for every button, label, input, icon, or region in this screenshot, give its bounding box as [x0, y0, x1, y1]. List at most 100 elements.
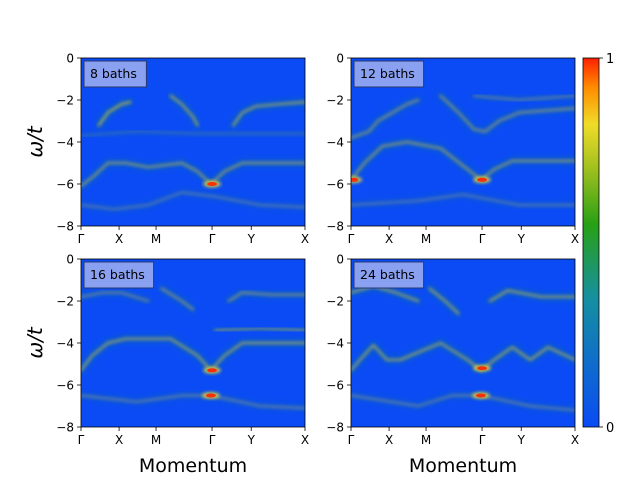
heatmap-bands: [351, 92, 575, 209]
y-tick-label: −8: [326, 220, 344, 234]
band-line-3: [473, 94, 575, 102]
band-line-2: [428, 287, 460, 315]
band-line-4: [214, 327, 305, 332]
y-tick-label: −2: [326, 295, 344, 309]
y-tick-label: −6: [56, 178, 74, 192]
x-tick-label: X: [385, 232, 393, 246]
x-tick-label: Y: [517, 433, 526, 447]
x-tick-label: M: [421, 433, 431, 447]
band-line-5: [81, 130, 305, 137]
band-line-5: [81, 394, 305, 410]
band-line-3: [488, 289, 575, 303]
y-tick-label: −6: [326, 178, 344, 192]
y-tick-label: −6: [56, 379, 74, 393]
colorbar-gradient: [582, 57, 600, 428]
x-tick-label: X: [571, 232, 579, 246]
panel-label: 8 baths: [83, 60, 147, 88]
y-tick-label: −4: [56, 136, 74, 150]
panel-label: 16 baths: [83, 261, 155, 289]
x-tick-label: Y: [247, 232, 256, 246]
x-tick-label: X: [385, 433, 393, 447]
y-tick-label: −2: [326, 94, 344, 108]
band-line-0: [81, 337, 305, 372]
band-line-2: [160, 287, 195, 311]
x-tick-label: X: [301, 433, 309, 447]
y-tick-label: −2: [56, 94, 74, 108]
band-line-3: [227, 291, 305, 303]
x-tick-label: Γ: [348, 433, 355, 447]
x-tick-label: Γ: [209, 433, 216, 447]
panel-label-box: [83, 261, 155, 289]
peak-core-1: [475, 393, 486, 398]
band-line-1: [351, 285, 420, 303]
peak-core-0: [207, 182, 218, 186]
band-line-0: [351, 341, 575, 372]
y-tick-label: −4: [326, 136, 344, 150]
band-line-4: [351, 193, 575, 207]
y-tick-label: −4: [326, 337, 344, 351]
y-tick-label: −8: [56, 421, 74, 435]
panel-label-text: 24 baths: [360, 267, 415, 282]
y-tick-label: 0: [66, 52, 74, 66]
panel-24-baths: Γ X M Γ Y X 0 −2 −4 −6 −8 24 baths: [326, 253, 579, 448]
y-tick-label: 0: [336, 253, 344, 267]
y-tick-label: 0: [336, 52, 344, 66]
band-line-4: [81, 191, 305, 211]
panel-8-baths: Γ X M Γ Y X 0 −2 −4 −6 −8 8 baths: [56, 52, 309, 247]
panel-16-baths: Γ X M Γ Y X 0 −2 −4 −6 −8 16 baths: [56, 253, 309, 448]
peak-core-0: [207, 368, 218, 373]
panel-label-text: 12 baths: [360, 66, 415, 81]
x-tick-label: Γ: [479, 232, 486, 246]
x-tick-label: Γ: [78, 232, 85, 246]
y-tick-label: −8: [326, 421, 344, 435]
panel-12-baths: Γ X M Γ Y X 0 −2 −4 −6 −8 12 baths: [326, 52, 579, 247]
heatmap-bands: [81, 92, 305, 213]
xlabel-right: Momentum: [409, 455, 517, 477]
band-line-1: [81, 291, 150, 303]
y-tick-label: 0: [66, 253, 74, 267]
panel-label: 24 baths: [353, 261, 425, 289]
x-tick-label: X: [115, 433, 123, 447]
x-tick-label: X: [571, 433, 579, 447]
ylabel-bottom: ω/t: [23, 326, 47, 358]
panel-label-text: 8 baths: [90, 66, 137, 81]
band-line-2: [439, 94, 575, 133]
y-tick-label: −6: [326, 379, 344, 393]
panel-label-text: 16 baths: [90, 267, 145, 282]
heatmap-bands: [351, 282, 575, 414]
band-line-0: [81, 161, 305, 188]
band-line-1: [351, 98, 420, 139]
y-tick-label: −8: [56, 220, 74, 234]
ylabel-top: ω/t: [23, 125, 47, 157]
heatmap-bands: [81, 284, 305, 412]
band-line-5: [351, 394, 575, 412]
xlabel-left: Momentum: [139, 455, 247, 477]
x-tick-label: Y: [247, 433, 256, 447]
x-tick-label: X: [301, 232, 309, 246]
panel-label-box: [353, 60, 425, 88]
x-tick-label: Γ: [209, 232, 216, 246]
y-tick-label: −4: [56, 337, 74, 351]
band-line-0: [351, 140, 575, 181]
colorbar: 1 0: [582, 52, 614, 436]
panel-label: 12 baths: [353, 60, 425, 88]
colorbar-min-label: 0: [606, 421, 614, 436]
colorbar-max-label: 1: [606, 52, 614, 67]
peak-core-1: [351, 177, 359, 182]
panel-label-box: [83, 60, 147, 88]
x-tick-label: M: [151, 232, 161, 246]
panel-label-box: [353, 261, 425, 289]
x-tick-label: X: [115, 232, 123, 246]
band-line-1: [97, 101, 132, 127]
band-line-2: [169, 94, 199, 127]
peak-core-0: [477, 177, 488, 182]
peak-core-0: [477, 366, 488, 371]
band-line-3: [232, 101, 305, 127]
x-tick-label: M: [421, 232, 431, 246]
y-tick-label: −2: [56, 295, 74, 309]
x-tick-label: Γ: [348, 232, 355, 246]
peak-core-1: [205, 393, 216, 398]
x-tick-label: Γ: [479, 433, 486, 447]
x-tick-label: Y: [517, 232, 526, 246]
